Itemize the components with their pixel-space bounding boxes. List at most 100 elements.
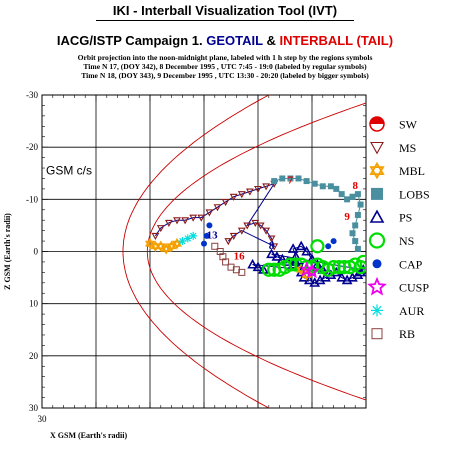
tick-marks: [41, 94, 367, 409]
z-tick-label: 20: [29, 351, 39, 361]
z-tick-label: -20: [26, 142, 38, 152]
point-ms: [156, 225, 165, 233]
boundaries: [122, 95, 366, 408]
point-ps: [336, 271, 348, 282]
z-tick-label: 10: [29, 299, 39, 309]
aur-stroke: [372, 305, 382, 316]
point-mbl: [171, 237, 183, 250]
point-lobs: [349, 193, 356, 200]
point-lobs: [295, 175, 302, 182]
point-lobs: [271, 178, 278, 185]
point-lobs: [354, 191, 361, 198]
point-lobs: [338, 191, 345, 198]
point-ms: [164, 219, 173, 227]
hour-label: 7: [298, 261, 304, 273]
legend-sw-icon-fill: [370, 117, 384, 124]
point-ms: [189, 214, 198, 222]
point-ms: [251, 219, 260, 227]
legend-ns-icon: [368, 232, 386, 249]
point-lobs: [352, 222, 359, 229]
point-ns: [310, 239, 325, 254]
legend-aur-label: AUR: [399, 304, 424, 318]
z-tick-label: 0: [34, 247, 39, 257]
legend-ms-icon: [370, 141, 384, 155]
legend: SW MS MBL LOBS PS NS CAP CUSP AUR RB: [367, 116, 430, 341]
hour-label: 8: [352, 180, 358, 192]
campaign-spacecraft-geotail: GEOTAIL: [206, 33, 263, 48]
point-ps: [287, 243, 299, 253]
point-rb: [211, 242, 219, 250]
info-line-1: Orbit projection into the noon-midnight …: [77, 53, 373, 62]
point-ms: [267, 235, 276, 243]
legend-sw-label: SW: [399, 118, 418, 132]
z-tick-label: -30: [26, 90, 38, 100]
point-lobs: [344, 196, 351, 203]
point-lobs: [327, 183, 334, 190]
point-cap: [201, 240, 207, 247]
point-ns: [353, 260, 366, 275]
point-lobs: [311, 180, 318, 187]
point-aur: [178, 237, 187, 246]
point-ns: [283, 257, 298, 272]
point-cap: [330, 238, 337, 245]
point-ps: [295, 240, 307, 251]
point-lobs: [279, 175, 286, 182]
legend-ps-label: PS: [399, 211, 412, 225]
point-ms: [205, 209, 214, 217]
point-ms: [243, 222, 252, 230]
point-ms: [262, 183, 271, 191]
point-ms: [224, 238, 233, 246]
x-axis-label: X GSM (Earth's radii): [50, 431, 127, 440]
point-ns: [261, 262, 276, 277]
point-cap: [206, 222, 213, 229]
campaign-spacecraft-interball: INTERBALL (TAIL): [279, 33, 394, 48]
info-line-2: Time N 17, (DOY 342), 8 December 1995 , …: [83, 62, 367, 71]
magnetopause-line: [146, 102, 366, 401]
hour-label: 8: [269, 240, 275, 252]
title-underline: [96, 20, 354, 21]
point-ms: [173, 217, 181, 225]
z-tick-label: -10: [26, 194, 38, 204]
point-ps: [271, 251, 283, 261]
point-ms: [270, 243, 279, 251]
data-points: [144, 175, 366, 287]
point-ms: [213, 204, 222, 212]
point-ps: [252, 261, 264, 272]
legend-aur-icon: [371, 304, 383, 317]
legend-cap-label: CAP: [399, 257, 423, 271]
point-ns: [356, 254, 366, 270]
point-ms: [197, 214, 206, 222]
legend-lobs-icon: [371, 187, 383, 200]
point-lobs: [287, 175, 294, 182]
point-ms: [151, 232, 160, 240]
point-lobs: [349, 230, 356, 237]
point-lobs: [352, 238, 359, 245]
legend-ns-label: NS: [399, 234, 414, 248]
point-cusp: [304, 262, 320, 279]
app-title: IKI - Interball Visualization Tool (IVT): [112, 3, 338, 18]
point-ps: [290, 251, 302, 261]
point-ms: [229, 232, 238, 240]
hour-label: 13: [207, 229, 219, 241]
grid-lines: [42, 95, 366, 408]
x-tick-label: 30: [38, 414, 48, 424]
campaign-ampersand: &: [266, 33, 276, 48]
point-ps: [266, 248, 277, 259]
legend-mbl-icon: [369, 161, 385, 180]
campaign-prefix: IACG/ISTP Campaign 1.: [56, 33, 203, 48]
aur-stroke: [179, 237, 186, 245]
z-tick-label: 30: [29, 403, 39, 413]
info-line-3: Time N 18, (DOY 343), 9 December 1995 , …: [81, 71, 369, 80]
legend-cusp-icon: [367, 276, 387, 296]
point-ps: [352, 269, 364, 279]
point-lobs: [303, 178, 310, 185]
campaign-title: IACG/ISTP Campaign 1. GEOTAIL & INTERBAL…: [0, 33, 450, 48]
aur-stroke: [189, 232, 197, 240]
legend-ms-label: MS: [399, 141, 416, 155]
point-ns: [326, 260, 341, 275]
bow-shock-line: [122, 95, 270, 408]
point-cap: [325, 243, 332, 250]
point-ms: [181, 217, 190, 225]
point-rb: [222, 258, 230, 266]
point-lobs: [357, 201, 364, 208]
